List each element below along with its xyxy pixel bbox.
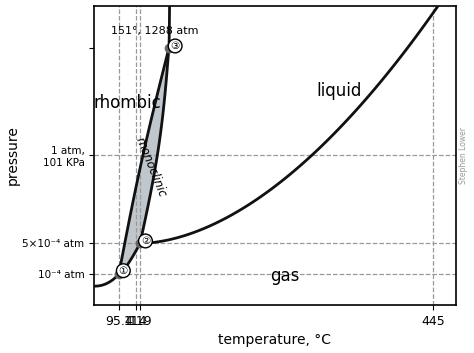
Text: liquid: liquid [316,82,362,100]
Text: rhombic: rhombic [93,94,161,112]
X-axis label: temperature, °C: temperature, °C [219,334,331,347]
Text: gas: gas [270,267,300,285]
Text: Stephen Lower: Stephen Lower [459,127,468,184]
Text: ②: ② [141,236,150,246]
Polygon shape [119,48,169,274]
Text: 151°, 1288 atm: 151°, 1288 atm [111,26,198,36]
Text: monoclinic: monoclinic [133,135,169,199]
Y-axis label: pressure: pressure [6,125,19,185]
Text: ③: ③ [171,41,180,51]
Text: ①: ① [118,266,128,276]
